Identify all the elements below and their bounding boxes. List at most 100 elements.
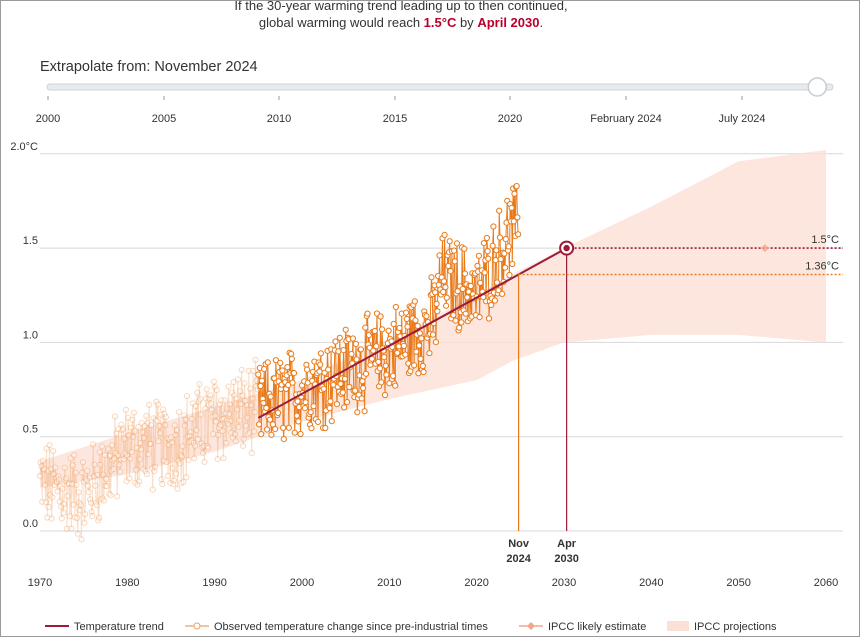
observed-point [143,412,150,419]
observed-point [37,459,44,466]
observed-point [317,361,324,368]
observed-point [91,461,98,468]
observed-point [113,430,120,437]
observed-point [78,536,85,543]
observed-point [79,459,87,466]
observed-point [417,355,424,362]
observed-point [316,368,323,375]
x-tick-label: 1970 [28,577,52,589]
observed-point [202,395,209,402]
observed-point [260,399,267,407]
observed-point [159,406,167,413]
observed-point [383,371,390,378]
observed-point [381,354,388,361]
observed-point [107,492,114,499]
observed-point [147,440,154,447]
observed-point [151,463,159,470]
x-tick-label: 1990 [202,577,226,589]
observed-point [390,320,397,328]
observed-point [340,347,347,354]
observed-point [127,455,134,462]
observed-point [173,470,180,477]
observed-point [264,359,271,366]
observed-point [103,483,111,490]
observed-point [447,268,454,275]
headline-value: 1.5°C [423,15,457,30]
observed-point [377,313,384,320]
observed-point [184,433,191,440]
observed-point [423,313,430,320]
observed-point [63,525,71,532]
slider-handle[interactable] [807,77,828,97]
observed-point [322,424,329,432]
legend-observed-label: Observed temperature change since pre-in… [214,621,488,633]
observed-point [263,404,270,412]
observed-point [100,497,108,504]
observed-point [44,514,51,521]
observed-point [104,447,111,454]
observed-point [245,367,252,374]
observed-point [419,362,426,370]
legend-ipcc-projections-label: IPCC projections [694,621,777,633]
observed-point [432,289,439,296]
observed-point [204,443,211,450]
observed-point [206,395,213,402]
observed-point [124,452,131,459]
observed-point [63,475,70,482]
observed-point [237,400,244,407]
observed-point [509,260,516,268]
observed-point [112,449,119,456]
observed-point [50,448,57,455]
observed-point [403,309,410,316]
observed-point [285,424,292,431]
observed-point [85,489,92,496]
observed-point [414,322,421,329]
observed-point [514,214,521,221]
observed-point [225,383,232,390]
observed-point [116,461,123,468]
observed-point [362,324,369,331]
observed-point [411,298,418,305]
observed-point [149,465,156,472]
observed-point [436,252,443,259]
observed-point [229,389,236,396]
headline-suffix: . [539,15,544,30]
observed-point [199,444,206,451]
x-tick-label: 2050 [726,577,750,589]
x-tick-label: 1980 [115,577,139,589]
observed-point [258,377,266,384]
observed-point [513,183,520,190]
observed-point [293,412,300,419]
observed-point [175,457,182,464]
observed-point [105,445,112,452]
observed-point [150,415,157,422]
slider-track[interactable] [46,83,834,91]
observed-point [41,465,48,472]
observed-point [57,483,64,490]
observed-point [491,297,498,304]
observed-point [70,501,77,508]
observed-point [122,406,130,413]
observed-point [490,223,497,230]
observed-point [346,383,353,391]
observed-point [69,462,76,469]
observed-point [236,417,243,424]
observed-point [193,426,200,434]
observed-point [98,496,105,503]
observed-point [280,436,287,443]
observed-point [339,389,346,396]
observed-point [205,401,212,408]
observed-point [223,439,230,446]
observed-point [499,290,506,297]
observed-point [99,495,106,502]
observed-point [251,409,258,416]
observed-point [122,450,129,457]
observed-point [229,434,236,441]
observed-point [257,382,264,390]
observed-point [74,530,81,537]
observed-point [165,441,172,448]
observed-point [249,395,256,402]
observed-point [450,312,457,319]
observed-point [342,326,349,333]
observed-point [181,412,188,419]
